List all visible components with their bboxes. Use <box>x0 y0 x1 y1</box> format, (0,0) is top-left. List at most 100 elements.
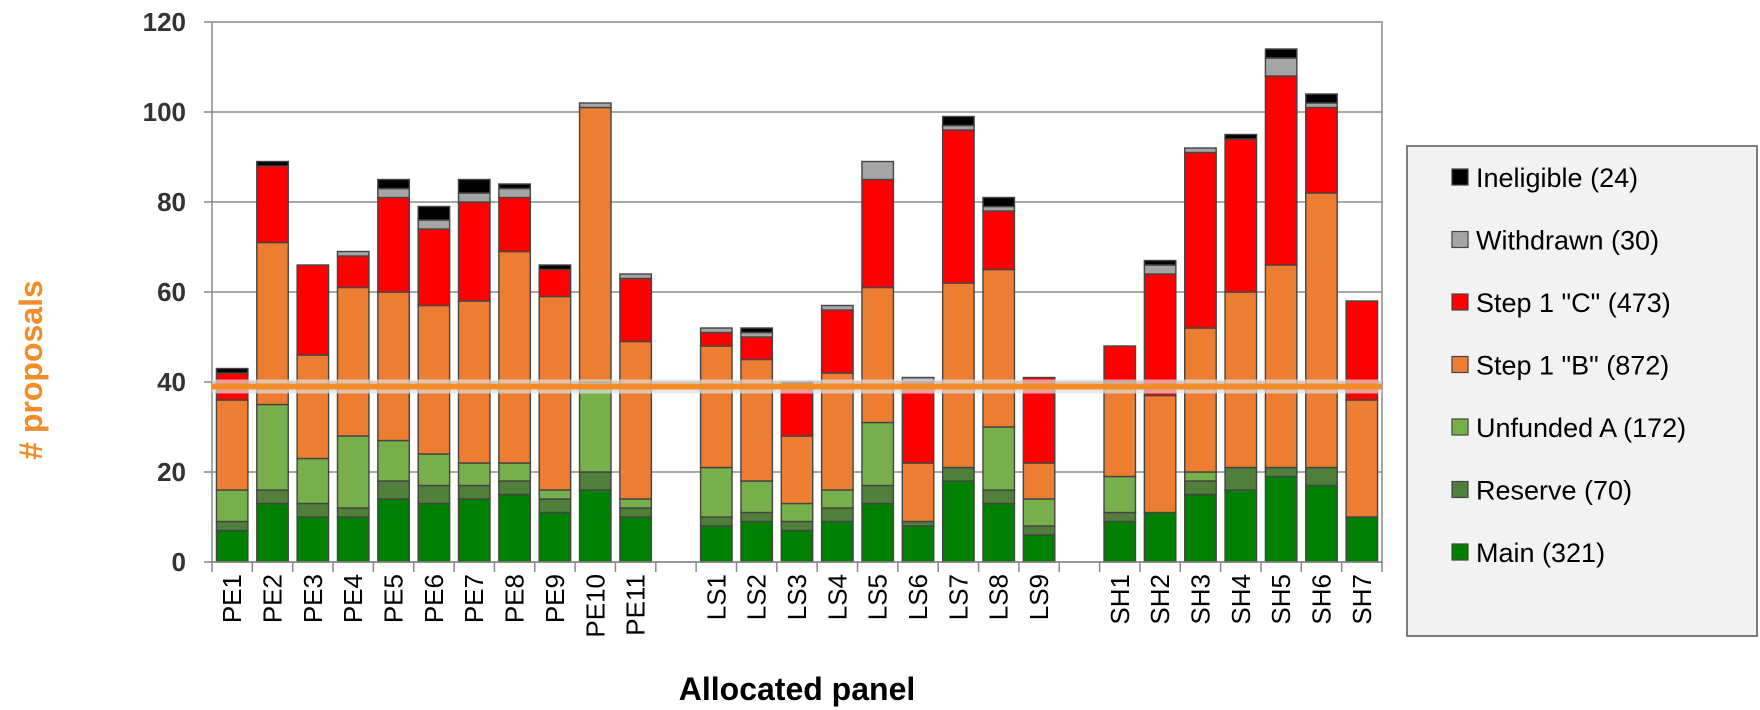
bar-sh5-step-1-c <box>1264 75 1298 266</box>
bar-pe1-ineligible <box>215 367 249 374</box>
bar-pe8-step-1-c <box>498 196 532 253</box>
y-tick-label: 40 <box>157 367 186 397</box>
x-tick-label: PE6 <box>419 574 449 623</box>
bar-ls9-main <box>1022 534 1056 563</box>
bar-ls9-unfunded-a <box>1022 498 1056 527</box>
bar-ls3-main <box>780 529 814 563</box>
bar-sh1-unfunded-a <box>1103 475 1137 514</box>
bar-ls6-main <box>901 525 935 563</box>
x-tick-label: LS3 <box>782 574 812 620</box>
x-tick-label: LS7 <box>943 574 973 620</box>
bar-sh6-step-1-b <box>1305 192 1338 469</box>
bar-ls2-step-1-b <box>740 358 774 482</box>
bar-pe7-step-1-c <box>457 201 491 302</box>
bar-ls7-step-1-b <box>941 282 975 469</box>
bar-pe6-main <box>417 502 451 563</box>
bar-sh3-step-1-c <box>1184 151 1217 329</box>
x-tick-label: SH7 <box>1347 574 1377 625</box>
bar-ls8-step-1-c <box>982 210 1016 271</box>
bar-ls2-step-1-c <box>740 336 774 361</box>
bar-pe8-withdrawn <box>498 187 532 199</box>
legend-swatch <box>1451 418 1469 436</box>
bar-pe10-withdrawn <box>578 102 612 109</box>
legend-swatch <box>1451 230 1469 249</box>
axes <box>204 21 1383 572</box>
bar-pe5-reserve <box>377 480 410 500</box>
bar-pe9-reserve <box>538 498 572 514</box>
bar-pe9-main <box>538 511 572 563</box>
bar-sh4-reserve <box>1224 466 1258 491</box>
bar-ls5-step-1-c <box>861 178 895 289</box>
bar-sh2-withdrawn <box>1143 264 1177 275</box>
bar-pe10-main <box>578 489 612 563</box>
y-tick-label: 20 <box>157 457 186 487</box>
bar-ls1-main <box>699 525 733 563</box>
bar-pe7-main <box>457 498 491 563</box>
legend-label: Ineligible (24) <box>1476 163 1638 193</box>
bar-pe11-step-1-c <box>619 277 653 343</box>
bar-pe10-step-1-b <box>578 106 612 383</box>
bar-sh3-unfunded-a <box>1184 471 1217 482</box>
bar-ls1-step-1-c <box>699 331 733 347</box>
bar-pe9-unfunded-a <box>538 489 572 500</box>
legend-label: Step 1 "C" (473) <box>1476 288 1671 318</box>
bar-sh2-ineligible <box>1143 259 1177 266</box>
x-tick-label: PE8 <box>500 574 530 623</box>
bar-pe5-step-1-b <box>377 291 410 442</box>
bar-pe8-main <box>498 493 532 563</box>
bar-sh5-reserve <box>1264 466 1298 478</box>
x-tick-label: PE10 <box>580 574 610 638</box>
legend-swatch <box>1451 543 1469 561</box>
bar-pe1-step-1-b <box>215 399 249 491</box>
bar-ls8-step-1-b <box>982 268 1016 428</box>
bar-pe2-reserve <box>256 489 289 505</box>
bar-ls5-step-1-b <box>861 286 895 424</box>
bar-pe11-main <box>619 516 653 563</box>
bar-pe9-ineligible <box>538 264 572 271</box>
bar-ls7-ineligible <box>941 115 975 127</box>
bar-pe4-step-1-c <box>336 255 370 289</box>
bar-pe6-withdrawn <box>417 219 451 230</box>
x-tick-label: PE5 <box>379 574 409 623</box>
bar-ls7-step-1-c <box>941 129 975 284</box>
bar-pe2-step-1-b <box>256 241 289 406</box>
legend-swatch <box>1451 293 1469 311</box>
bar-pe1-reserve <box>215 520 249 532</box>
bar-ls7-main <box>941 480 975 563</box>
bar-ls3-unfunded-a <box>780 502 814 523</box>
bar-sh7-step-1-b <box>1345 399 1379 518</box>
y-tick-label: 0 <box>172 547 186 577</box>
bar-pe2-step-1-c <box>256 165 289 244</box>
y-tick-labels: 0 20 40 60 80 100 120 <box>143 7 186 577</box>
bar-pe2-main <box>256 502 289 563</box>
legend-label: Main (321) <box>1476 538 1605 568</box>
bar-pe6-step-1-c <box>417 228 451 307</box>
x-tick-label: PE7 <box>459 574 489 623</box>
bar-sh6-main <box>1305 484 1338 563</box>
bar-ls5-reserve <box>861 484 895 505</box>
bar-pe1-main <box>215 529 249 563</box>
legend-label: Step 1 "B" (872) <box>1476 351 1669 381</box>
bar-pe10-unfunded-a <box>578 381 612 473</box>
bar-ls7-reserve <box>941 466 975 482</box>
x-tick-label: LS4 <box>822 574 852 620</box>
bar-pe7-reserve <box>457 484 491 500</box>
x-tick-label: LS9 <box>1024 574 1054 620</box>
y-axis-title: # proposals <box>13 280 49 460</box>
bar-pe5-main <box>377 498 410 563</box>
bar-ls3-step-1-b <box>780 435 814 505</box>
x-tick-label: SH3 <box>1185 574 1215 625</box>
bar-sh6-step-1-c <box>1305 106 1338 194</box>
x-tick-label: PE2 <box>258 574 288 623</box>
bar-pe2-ineligible <box>256 160 289 167</box>
y-tick-label: 80 <box>157 187 186 217</box>
bar-pe6-ineligible <box>417 205 451 221</box>
bar-ls1-reserve <box>699 516 733 527</box>
x-tick-label: PE11 <box>621 574 651 636</box>
bar-ls8-reserve <box>982 489 1016 505</box>
bar-sh6-ineligible <box>1305 93 1338 104</box>
bars <box>215 48 1379 563</box>
bar-ls4-step-1-c <box>820 309 854 374</box>
bar-pe6-reserve <box>417 484 451 505</box>
bar-pe10-reserve <box>578 471 612 491</box>
